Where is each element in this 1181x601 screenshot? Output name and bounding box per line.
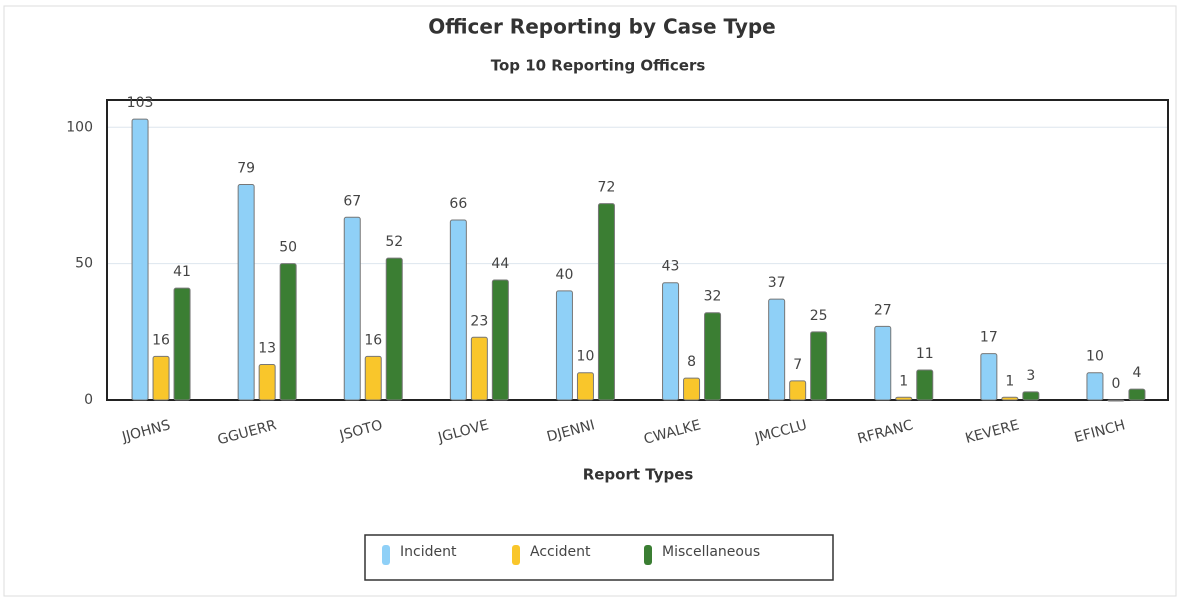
bar: [1128, 388, 1146, 401]
value-label: 41: [173, 264, 191, 280]
value-label: 16: [152, 332, 170, 348]
value-label: 43: [662, 259, 680, 275]
value-label: 8: [687, 354, 696, 370]
bar: [237, 184, 255, 401]
bar: [874, 325, 892, 401]
legend-label: Accident: [530, 544, 591, 560]
legend-box: [364, 534, 834, 581]
value-label: 103: [127, 95, 154, 111]
bar: [258, 364, 276, 401]
bar: [279, 263, 297, 401]
value-label: 44: [491, 256, 509, 272]
bar: [597, 203, 615, 401]
value-label: 10: [1086, 349, 1104, 365]
chart-subtitle: Top 10 Reporting Officers: [491, 57, 706, 75]
bar: [980, 353, 998, 401]
value-label: 1: [1005, 373, 1014, 389]
bar: [385, 257, 403, 401]
bar: [131, 118, 149, 401]
value-label: 40: [556, 267, 574, 283]
bar: [1001, 396, 1019, 401]
value-label: 72: [598, 180, 616, 196]
value-label: 4: [1132, 365, 1141, 381]
legend-swatch: [644, 545, 652, 565]
bar: [810, 331, 828, 401]
legend-label: Miscellaneous: [662, 544, 760, 560]
value-label: 67: [343, 193, 361, 209]
value-label: 32: [704, 289, 722, 305]
value-label: 10: [577, 349, 595, 365]
chart-title: Officer Reporting by Case Type: [428, 15, 775, 39]
value-label: 7: [793, 357, 802, 373]
y-tick-label: 100: [66, 119, 93, 135]
value-label: 52: [385, 234, 403, 250]
bar: [704, 312, 722, 401]
legend-swatch: [382, 545, 390, 565]
bar: [662, 282, 680, 401]
bar: [789, 380, 807, 401]
bar: [173, 287, 191, 401]
bar: [1086, 372, 1104, 401]
value-label: 27: [874, 302, 892, 318]
bar: [491, 279, 509, 401]
plot-frame: [106, 99, 1169, 401]
value-label: 50: [279, 240, 297, 256]
bar: [916, 369, 934, 401]
x-axis-label: Report Types: [583, 466, 694, 484]
value-label: 79: [237, 161, 255, 177]
value-label: 66: [449, 196, 467, 212]
bar: [1022, 391, 1040, 401]
value-label: 11: [916, 346, 934, 362]
value-label: 17: [980, 330, 998, 346]
bar: [768, 298, 786, 401]
value-label: 3: [1026, 368, 1035, 384]
legend: Incident Accident Miscellaneous: [364, 534, 834, 581]
bar: [683, 377, 701, 401]
bar: [1107, 399, 1125, 402]
bar: [555, 290, 573, 401]
legend-swatch: [512, 545, 520, 565]
bar: [343, 216, 361, 401]
y-tick-label: 0: [84, 392, 93, 408]
value-label: 25: [810, 308, 828, 324]
value-label: 1: [899, 373, 908, 389]
bar: [895, 396, 913, 401]
legend-label: Incident: [400, 544, 457, 560]
y-tick-label: 50: [75, 256, 93, 272]
bar: [449, 219, 467, 401]
value-label: 16: [364, 332, 382, 348]
bar: [470, 336, 488, 401]
value-label: 0: [1111, 376, 1120, 392]
bar: [576, 372, 594, 401]
value-label: 37: [768, 275, 786, 291]
bar: [364, 355, 382, 401]
value-label: 23: [470, 313, 488, 329]
value-label: 13: [258, 341, 276, 357]
bar: [152, 355, 170, 401]
chart-frame: [3, 5, 1177, 597]
